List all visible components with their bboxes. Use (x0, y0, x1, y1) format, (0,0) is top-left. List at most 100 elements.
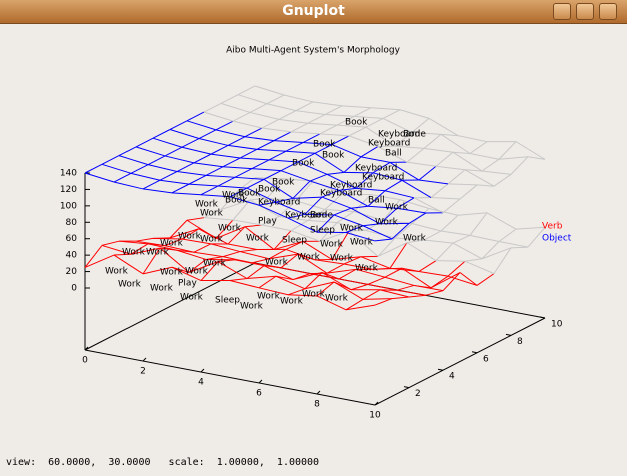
object-mesh (249, 103, 268, 113)
object-mesh (309, 180, 340, 191)
object-mesh (256, 140, 275, 150)
object-mesh (374, 238, 393, 242)
verb-mesh (275, 275, 306, 290)
object-mesh (365, 126, 396, 147)
object-mesh (321, 196, 352, 209)
object-mesh (200, 194, 231, 198)
object-mesh (210, 153, 241, 159)
verb-mesh (229, 278, 248, 282)
object-mesh (169, 120, 188, 130)
verb-mesh (239, 251, 270, 260)
x-tick (316, 390, 321, 395)
object-mesh (118, 155, 149, 166)
object-mesh (261, 127, 292, 133)
object-mesh (493, 173, 512, 187)
x-tick-label: 10 (369, 411, 381, 421)
object-label: Book (313, 140, 336, 150)
verb-mesh (314, 259, 345, 265)
object-mesh (147, 155, 166, 166)
close-button[interactable] (599, 3, 617, 20)
object-mesh (302, 133, 321, 143)
object-mesh (353, 107, 372, 117)
verb-mesh (379, 289, 410, 298)
object-mesh (406, 148, 425, 163)
object-mesh (171, 183, 190, 194)
object-mesh (237, 94, 268, 105)
minimize-button[interactable] (553, 3, 571, 20)
verb-mesh (169, 228, 200, 239)
verb-mesh (481, 247, 512, 260)
object-mesh (355, 172, 374, 189)
verb-mesh (389, 267, 420, 272)
verb-mesh (367, 283, 398, 291)
object-mesh (101, 155, 120, 165)
object-mesh (193, 153, 212, 164)
z-tick-label: 100 (60, 201, 77, 211)
verb-mesh (418, 270, 449, 277)
verb-mesh (447, 275, 478, 286)
verb-mesh (142, 247, 161, 275)
maximize-button[interactable] (576, 3, 594, 20)
verb-mesh (459, 272, 478, 286)
verb-label: Work (240, 302, 264, 312)
object-mesh (244, 136, 275, 142)
verb-mesh (316, 281, 335, 297)
x-tick (84, 346, 89, 351)
verb-label: Work (330, 254, 354, 264)
object-mesh (258, 201, 277, 206)
verb-mesh (486, 212, 517, 230)
verb-mesh (164, 238, 183, 247)
z-tick-label: 0 (71, 284, 77, 294)
object-mesh (307, 114, 326, 124)
verb-label: Work (355, 264, 379, 274)
object-mesh (338, 189, 369, 207)
x-tick-label: 6 (256, 389, 262, 399)
object-mesh (367, 190, 386, 207)
verb-mesh (423, 239, 454, 244)
object-mesh (258, 204, 289, 219)
verb-mesh (423, 230, 442, 241)
verb-mesh (268, 248, 287, 260)
object-mesh (389, 161, 420, 181)
object-mesh (379, 207, 398, 225)
verb-mesh (210, 243, 241, 253)
verb-mesh (222, 256, 253, 264)
object-label: Book (225, 196, 248, 206)
verb-mesh (396, 289, 427, 296)
y-axis (374, 317, 546, 406)
object-mesh (200, 185, 219, 196)
object-mesh (435, 151, 454, 167)
object-mesh (418, 165, 437, 181)
verb-mesh (188, 259, 207, 273)
verb-mesh (222, 251, 241, 258)
verb-mesh (498, 240, 529, 248)
verb-mesh (113, 253, 132, 256)
object-mesh (302, 142, 333, 146)
object-mesh (290, 122, 309, 133)
object-mesh (331, 144, 362, 158)
verb-mesh (237, 177, 256, 192)
verb-mesh (452, 242, 483, 260)
verb-mesh (345, 298, 364, 311)
object-mesh (447, 169, 466, 185)
verb-mesh (266, 197, 297, 202)
object-mesh (408, 212, 427, 224)
verb-mesh (435, 242, 454, 261)
object-mesh (237, 85, 256, 96)
object-mesh (447, 183, 478, 186)
verb-mesh (425, 290, 444, 296)
verb-label: Work (195, 200, 219, 210)
verb-mesh (391, 296, 410, 300)
verb-mesh (84, 245, 103, 268)
object-mesh (360, 156, 391, 163)
object-mesh (394, 132, 413, 147)
object-mesh (220, 102, 251, 113)
verb-mesh (362, 298, 393, 300)
object-mesh (452, 151, 471, 154)
verb-mesh (152, 237, 183, 240)
verb-mesh (246, 265, 265, 279)
verb-mesh (261, 224, 292, 232)
object-mesh (234, 176, 265, 180)
object-mesh (188, 174, 207, 185)
object-label: Keyboard (362, 173, 404, 183)
